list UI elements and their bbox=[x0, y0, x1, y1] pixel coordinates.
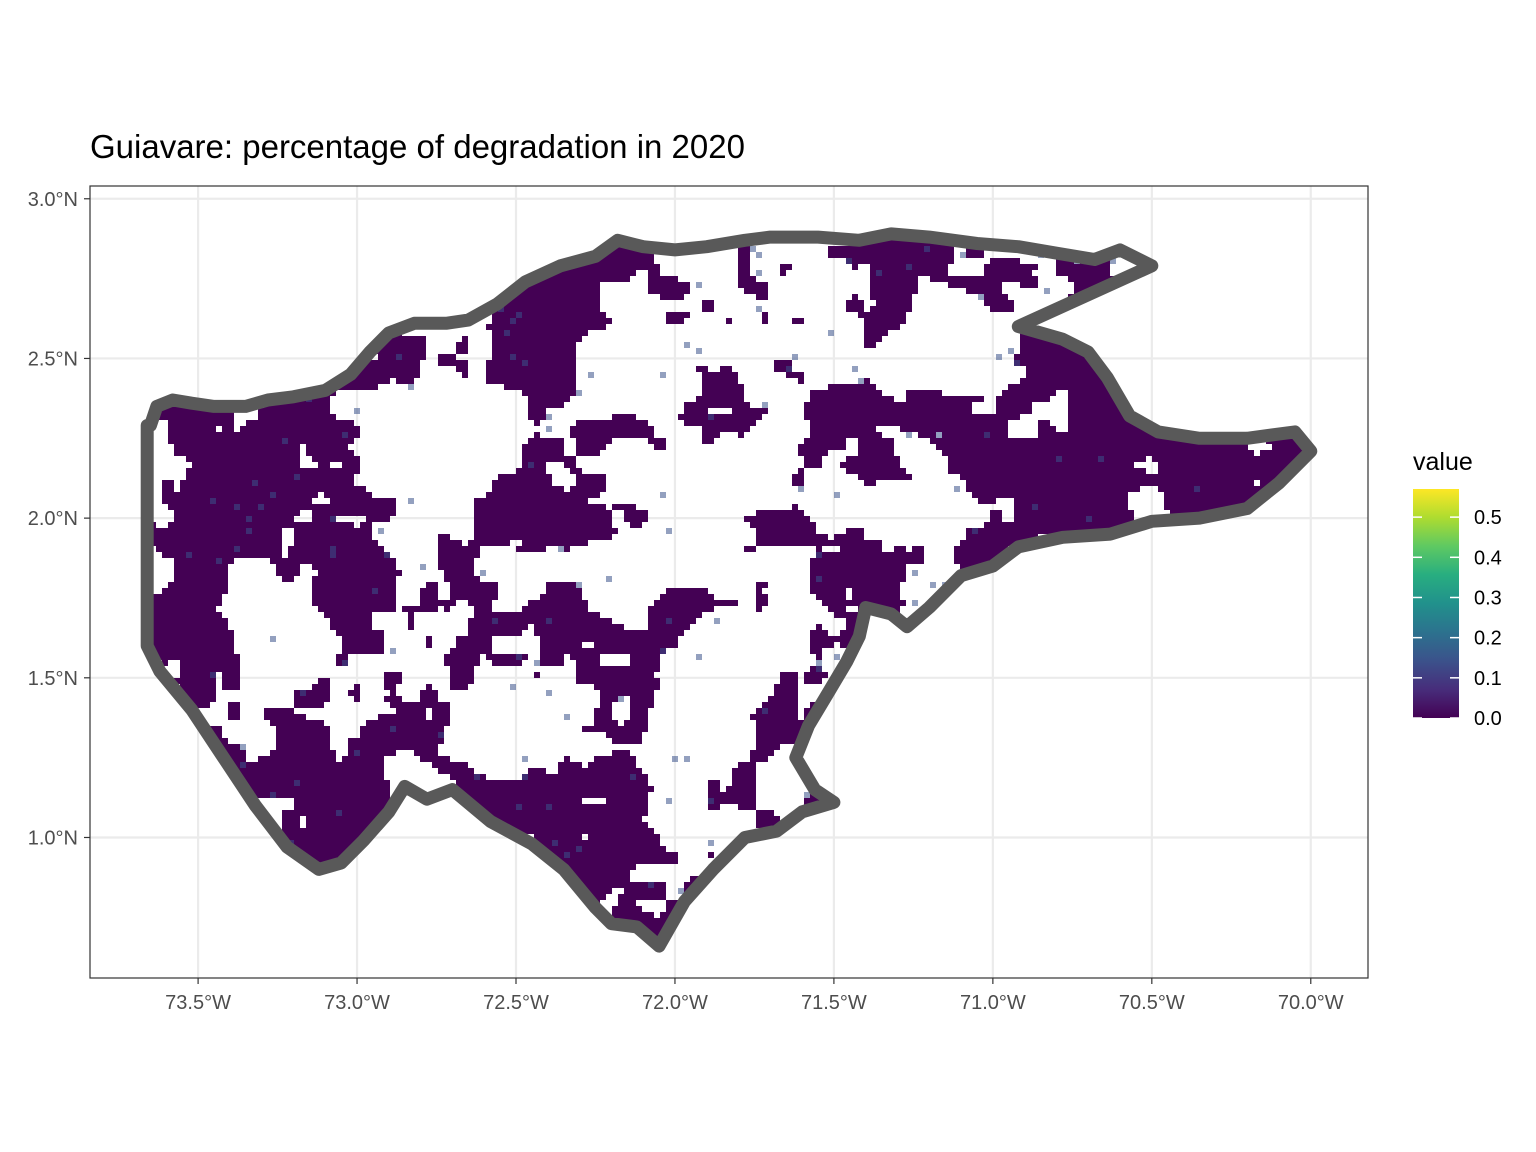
axes: 73.5°W 73.0°W 72.5°W 72.0°W 71.5°W 71.0°W 70.5… bbox=[28, 189, 1344, 1014]
raster-cells-high bbox=[147, 233, 1311, 947]
legend-title: value bbox=[1413, 448, 1473, 476]
legend-tick-label: 0.3 bbox=[1474, 587, 1502, 609]
colorbar bbox=[1413, 489, 1459, 718]
legend-tick-label: 0.5 bbox=[1474, 507, 1502, 529]
plot-panel-border bbox=[89, 185, 1369, 979]
chart-title: Guiavare: percentage of degradation in 2… bbox=[90, 128, 745, 165]
x-tick-label: 71.5°W bbox=[801, 992, 867, 1014]
legend-tick-label: 0.2 bbox=[1474, 628, 1502, 650]
y-tick-label: 1.0°N bbox=[28, 827, 78, 849]
degradation-raster bbox=[147, 233, 1311, 947]
x-tick-label: 71.0°W bbox=[960, 992, 1026, 1014]
x-tick-label: 70.5°W bbox=[1119, 992, 1185, 1014]
x-tick-label: 73.0°W bbox=[324, 992, 390, 1014]
y-tick-label: 2.0°N bbox=[28, 508, 78, 530]
y-tick-label: 3.0°N bbox=[28, 189, 78, 211]
legend-tick-label: 0.0 bbox=[1474, 708, 1502, 730]
legend: value 0.0 0.1 0.2 0.3 0.4 0.5 bbox=[1413, 448, 1502, 730]
x-tick-label: 70.0°W bbox=[1278, 992, 1344, 1014]
legend-tick-label: 0.1 bbox=[1474, 668, 1502, 690]
grid-lines bbox=[90, 186, 1368, 978]
x-tick-label: 72.5°W bbox=[483, 992, 549, 1014]
y-tick-label: 2.5°N bbox=[28, 348, 78, 370]
x-tick-label: 73.5°W bbox=[165, 992, 231, 1014]
x-tick-label: 72.0°W bbox=[642, 992, 708, 1014]
region-boundary bbox=[140, 227, 1318, 953]
legend-tick-label: 0.4 bbox=[1474, 547, 1502, 569]
y-tick-label: 1.5°N bbox=[28, 668, 78, 690]
